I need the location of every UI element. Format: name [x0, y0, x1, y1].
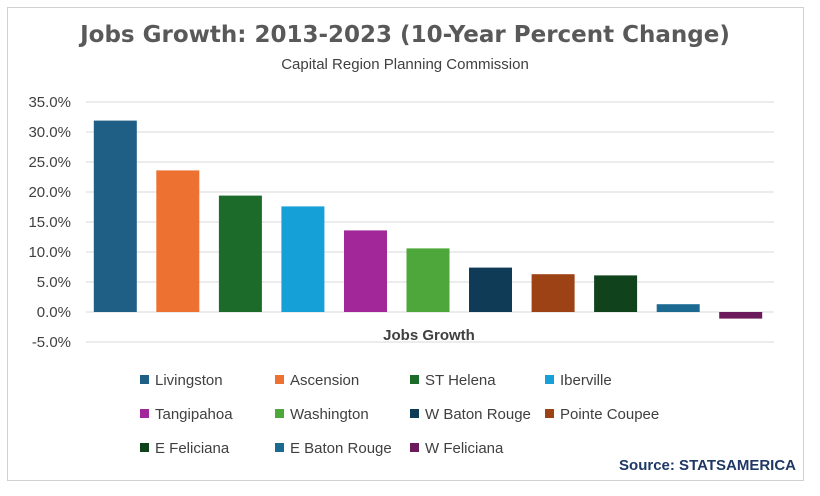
bar-livingston [93, 120, 137, 312]
legend-label: Iberville [560, 372, 612, 389]
bar-st-helena [218, 195, 262, 312]
legend-swatch [410, 375, 419, 384]
y-tick-label: 0.0% [37, 304, 71, 321]
legend-item: Washington [275, 406, 369, 423]
x-axis-label: Jobs Growth [383, 327, 475, 344]
legend-item: E Baton Rouge [275, 440, 392, 457]
legend-label: Livingston [155, 372, 223, 389]
y-tick-label: 10.0% [28, 244, 71, 261]
legend-swatch [140, 375, 149, 384]
y-axis-ticks: 35.0% 30.0% 25.0% 20.0% 15.0% 10.0% 5.0% 0.0% -5… [28, 94, 71, 351]
legend-item: Tangipahoa [140, 406, 233, 423]
y-tick-label: 25.0% [28, 154, 71, 171]
legend-item: E Feliciana [140, 440, 229, 457]
legend-item: Livingston [140, 372, 223, 389]
bars [93, 120, 763, 319]
legend-label: W Feliciana [425, 440, 504, 457]
legend-label: Tangipahoa [155, 406, 233, 423]
legend-swatch [140, 443, 149, 452]
legend-label: ST Helena [425, 372, 496, 389]
legend-swatch [275, 443, 284, 452]
legend-item: Pointe Coupee [545, 406, 659, 423]
bar-tangipahoa [344, 230, 387, 312]
y-tick-label: 35.0% [28, 94, 71, 111]
y-tick-label: 30.0% [28, 124, 71, 141]
bar-ascension [156, 170, 200, 312]
source-note: Source: STATSAMERICA [619, 457, 796, 474]
chart-title: Jobs Growth: 2013-2023 (10-Year Percent … [80, 22, 730, 48]
chart-subtitle: Capital Region Planning Commission [281, 56, 529, 73]
chart-frame [7, 7, 804, 481]
bar-e-baton-rouge [656, 304, 700, 312]
legend-swatch [275, 375, 284, 384]
legend-label: Ascension [290, 372, 360, 389]
legend-label: Pointe Coupee [560, 406, 660, 423]
legend-item: W Baton Rouge [410, 406, 531, 423]
legend-swatch [140, 409, 149, 418]
y-tick-label: 20.0% [28, 184, 71, 201]
legend-label: E Feliciana [155, 440, 230, 457]
legend-item: W Feliciana [410, 440, 503, 457]
legend-item: ST Helena [410, 372, 496, 389]
y-tick-label: 5.0% [37, 274, 71, 291]
y-tick-label: -5.0% [32, 334, 71, 351]
legend-swatch [275, 409, 284, 418]
bar-w-baton-rouge [469, 267, 512, 312]
legend-item: Iberville [545, 372, 612, 389]
legend-label: W Baton Rouge [425, 406, 531, 423]
bar-w-feliciana [719, 312, 763, 319]
legend-swatch [545, 409, 554, 418]
bar-washington [406, 248, 450, 312]
legend-swatch [410, 443, 419, 452]
bar-chart: 35.0% 30.0% 25.0% 20.0% 15.0% 10.0% 5.0% 0.0% -5… [28, 94, 774, 351]
legend-label: E Baton Rouge [290, 440, 392, 457]
legend-item: Ascension [275, 372, 359, 389]
bar-e-feliciana [594, 275, 638, 312]
legend-label: Washington [290, 406, 369, 423]
bar-iberville [281, 206, 325, 312]
y-tick-label: 15.0% [28, 214, 71, 231]
legend-swatch [410, 409, 419, 418]
legend-swatch [545, 375, 554, 384]
bar-pointe-coupee [531, 274, 575, 312]
